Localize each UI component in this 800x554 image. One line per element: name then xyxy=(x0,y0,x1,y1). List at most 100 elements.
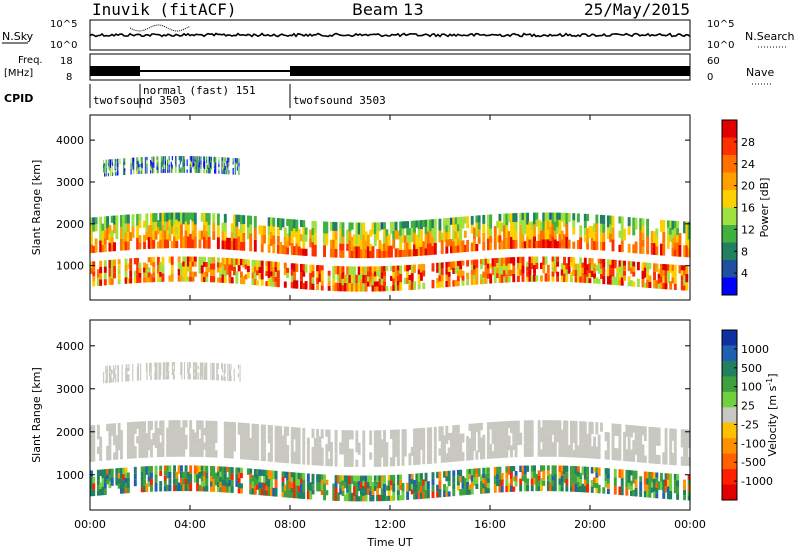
power-mark xyxy=(115,172,117,176)
nsearch-tick-bottom: 10^0 xyxy=(707,40,734,51)
velocity-mark xyxy=(579,472,583,480)
velocity-mark xyxy=(256,479,260,485)
velocity-mark xyxy=(168,420,172,428)
power-mark xyxy=(143,262,146,268)
power-mark xyxy=(392,272,396,279)
power-mark xyxy=(103,223,107,231)
velocity-mark xyxy=(297,427,301,437)
velocity-mark xyxy=(553,420,557,428)
velocity-mark xyxy=(183,362,186,367)
velocity-mark xyxy=(240,467,243,473)
power-mark xyxy=(240,277,243,285)
power-mark xyxy=(330,248,333,258)
power-mark xyxy=(470,242,474,252)
velocity-mark xyxy=(673,473,677,481)
power-mark xyxy=(304,264,308,273)
velocity-mark xyxy=(378,437,382,445)
velocity-mark xyxy=(669,490,673,500)
velocity-mark xyxy=(212,472,216,479)
power-mark xyxy=(461,260,465,266)
velocity-mark xyxy=(618,448,622,461)
velocity-mark xyxy=(348,484,352,493)
velocity-mark xyxy=(341,490,345,496)
velocity-mark xyxy=(90,489,93,497)
velocity-mark xyxy=(279,426,283,436)
power-mark xyxy=(436,282,440,288)
velocity-mark xyxy=(560,486,564,492)
power-mark xyxy=(477,229,481,237)
velocity-mark xyxy=(593,444,596,452)
power-ylabel: Slant Range [km] xyxy=(30,160,43,256)
velocity-mark xyxy=(560,465,564,471)
power-mark xyxy=(200,168,202,174)
velocity-mark xyxy=(297,492,301,499)
power-colorbar-swatch xyxy=(722,190,737,208)
power-mark xyxy=(203,271,206,277)
power-mark xyxy=(526,266,530,272)
power-mark xyxy=(330,221,333,231)
velocity-mark xyxy=(445,453,449,463)
velocity-mark xyxy=(611,450,615,461)
velocity-mark xyxy=(283,450,287,464)
power-mark xyxy=(413,244,416,257)
velocity-mark xyxy=(676,480,680,487)
velocity-mark xyxy=(549,442,553,450)
velocity-mark xyxy=(466,436,470,449)
power-mark xyxy=(519,269,523,276)
velocity-mark xyxy=(147,442,151,451)
power-mark xyxy=(164,156,167,161)
velocity-mark xyxy=(267,487,271,496)
velocity-mark xyxy=(431,478,435,486)
power-mark xyxy=(143,234,146,243)
power-mark xyxy=(242,259,246,268)
power-mark xyxy=(92,224,96,232)
velocity-mark xyxy=(302,479,306,487)
power-mark xyxy=(558,226,562,235)
velocity-mark xyxy=(106,365,108,370)
power-mark xyxy=(410,281,414,290)
velocity-mark xyxy=(597,434,601,447)
velocity-mark xyxy=(226,439,230,450)
velocity-mark xyxy=(551,470,555,476)
power-mark xyxy=(138,262,142,268)
power-mark xyxy=(311,220,315,228)
power-mark xyxy=(445,280,449,288)
power-mark xyxy=(390,285,393,292)
velocity-mark xyxy=(306,482,310,491)
power-mark xyxy=(175,233,179,242)
velocity-mark xyxy=(200,376,202,380)
power-mark xyxy=(92,276,96,282)
power-mark xyxy=(107,162,109,167)
velocity-mark xyxy=(110,368,112,373)
power-mark xyxy=(210,165,213,170)
power-mark xyxy=(214,165,216,170)
velocity-mark xyxy=(558,432,562,445)
velocity-mark xyxy=(267,478,271,488)
velocity-mark xyxy=(270,487,273,497)
power-mark xyxy=(505,274,509,283)
power-mark xyxy=(223,270,227,277)
velocity-mark xyxy=(362,445,366,453)
velocity-mark xyxy=(286,480,290,490)
velocity-mark xyxy=(316,456,320,466)
power-mark xyxy=(276,218,280,227)
velocity-mark xyxy=(583,430,587,440)
velocity-mark xyxy=(113,376,115,383)
velocity-mark xyxy=(563,420,566,428)
power-mark xyxy=(124,258,128,265)
power-mark xyxy=(673,220,677,229)
velocity-mark xyxy=(505,485,509,493)
power-mark xyxy=(588,268,592,274)
power-mark xyxy=(369,243,373,251)
power-mark xyxy=(136,266,140,275)
power-mark xyxy=(302,248,306,256)
velocity-mark xyxy=(274,470,278,480)
power-mark xyxy=(164,168,167,173)
power-mark xyxy=(107,159,109,163)
power-mark xyxy=(523,241,527,249)
velocity-mark xyxy=(129,434,133,447)
velocity-mark xyxy=(106,469,110,475)
cpid-mode-0: twofsound 3503 xyxy=(93,94,186,107)
power-mark xyxy=(288,227,292,237)
power-mark xyxy=(130,157,132,164)
